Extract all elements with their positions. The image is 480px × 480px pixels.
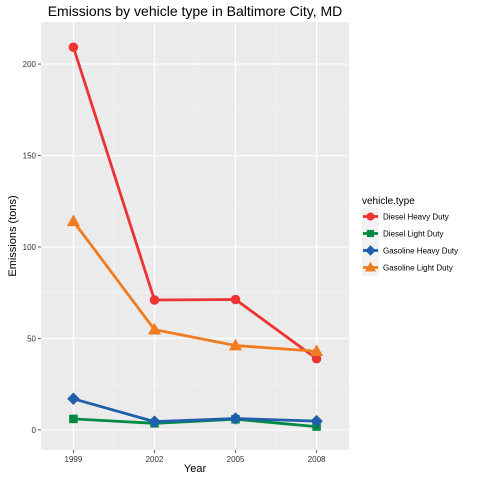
y-tick-label: 0 [32, 426, 37, 435]
x-tick-label: 2002 [146, 455, 164, 464]
data-point-diesel-heavy-duty [149, 295, 160, 305]
data-point-diesel-heavy-duty [311, 353, 322, 364]
legend: vehicle.type Diesel Heavy Duty Diesel Lig… [362, 196, 458, 276]
data-point-diesel-light-duty [69, 414, 78, 424]
x-tick-label: 2008 [308, 455, 326, 464]
legend-label: Diesel Light Duty [383, 230, 443, 239]
x-tick-label: 2005 [227, 455, 245, 464]
data-point-gasoline-heavy-duty [229, 412, 242, 425]
data-point-diesel-heavy-duty [230, 294, 241, 305]
legend-keys: Diesel Heavy Duty Diesel Light Duty Gasoli… [362, 208, 458, 276]
legend-label: Diesel Heavy Duty [383, 213, 449, 222]
series-line-gasoline-light-duty [72, 220, 317, 353]
legend-item-gasoline-heavy-duty: Gasoline Heavy Duty [362, 242, 458, 259]
data-point-gasoline-light-duty [309, 344, 324, 357]
legend-key-marker [365, 245, 376, 256]
legend-item-diesel-heavy-duty: Diesel Heavy Duty [362, 208, 449, 225]
legend-title: vehicle.type [362, 196, 415, 207]
legend-key-marker [366, 212, 375, 221]
series-line-diesel-heavy-duty [72, 46, 318, 360]
y-axis-title: Emissions (tons) [7, 195, 19, 276]
data-point-diesel-heavy-duty [68, 42, 79, 52]
y-tick-label: 100 [23, 243, 37, 252]
x-axis: 1999 2002 2005 2008 [65, 450, 326, 464]
legend-item-diesel-light-duty: Diesel Light Duty [362, 225, 443, 242]
data-point-gasoline-light-duty [66, 214, 81, 227]
legend-label: Gasoline Light Duty [383, 264, 453, 273]
y-tick-label: 150 [23, 152, 37, 161]
x-tick-label: 1999 [65, 455, 83, 464]
y-tick-label: 200 [23, 60, 37, 69]
series-lines [72, 46, 318, 428]
data-point-gasoline-heavy-duty [67, 392, 80, 406]
chart-title: Emissions by vehicle type in Baltimore C… [48, 3, 343, 19]
legend-label: Gasoline Heavy Duty [383, 247, 458, 256]
legend-item-gasoline-light-duty: Gasoline Light Duty [362, 259, 453, 276]
legend-key-marker [364, 261, 377, 272]
series-points [66, 42, 324, 431]
data-point-gasoline-heavy-duty [310, 414, 323, 428]
data-point-gasoline-heavy-duty [148, 415, 161, 428]
x-axis-title: Year [184, 463, 207, 475]
y-axis: 0 50 100 150 200 [23, 60, 41, 435]
grid-major [41, 22, 349, 450]
series-line-gasoline-heavy-duty [73, 397, 317, 424]
legend-key-marker [366, 229, 375, 238]
y-tick-label: 50 [27, 334, 36, 343]
data-point-gasoline-light-duty [228, 338, 243, 351]
data-point-gasoline-light-duty [147, 322, 162, 335]
